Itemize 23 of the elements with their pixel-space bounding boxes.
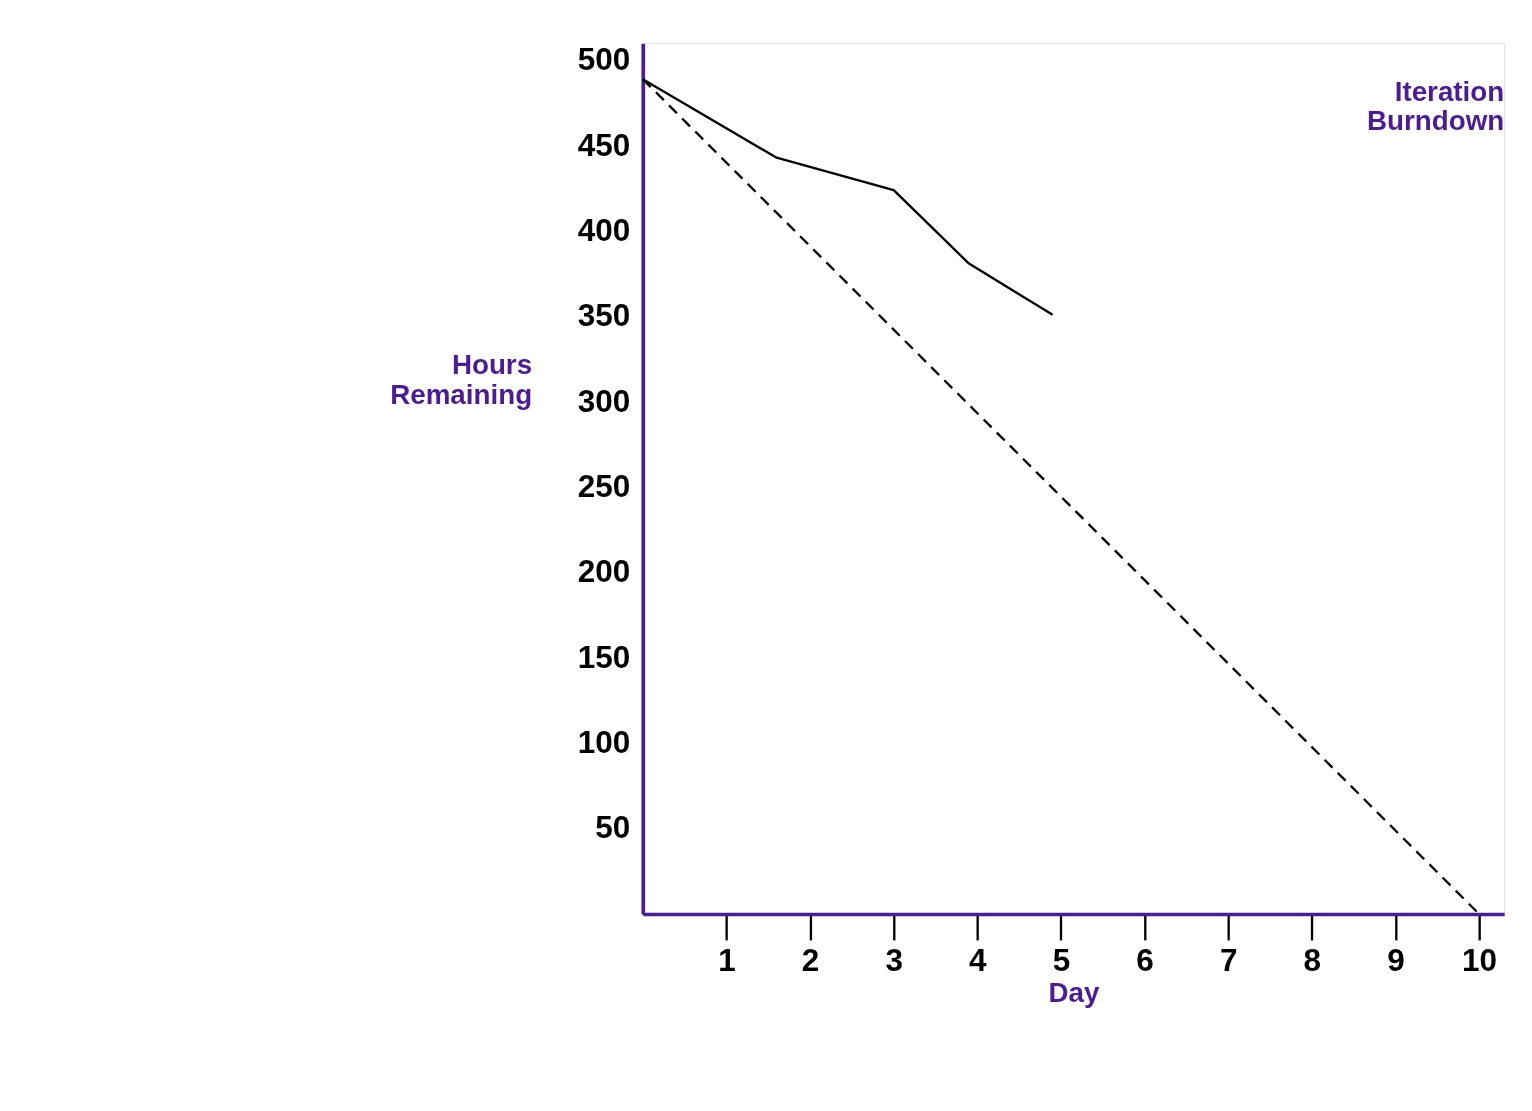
- text: Iteration Burndown: [1366, 75, 1505, 137]
- x-tick-label: 10: [1462, 941, 1498, 978]
- x-tick-label: 3: [885, 941, 903, 978]
- x-tick-label: 7: [1219, 941, 1238, 978]
- x-tick-label: 4: [969, 941, 988, 978]
- x-tick-label: 1: [718, 941, 736, 978]
- x-tick-label: 6: [1136, 941, 1154, 978]
- y-tick-label: 200: [577, 553, 631, 590]
- x-tick-label: 5: [1052, 941, 1071, 978]
- x-tick-label: 2: [801, 941, 820, 978]
- x-tick-label: 9: [1387, 941, 1405, 978]
- y-tick-label: 500: [577, 41, 631, 78]
- y-tick-label: 300: [577, 382, 631, 419]
- x-tick-label: 8: [1303, 941, 1322, 978]
- y-tick-label: 100: [577, 724, 631, 761]
- x-axis-title: Day: [1048, 976, 1100, 1008]
- y-tick-label: 250: [577, 467, 631, 504]
- y-tick-label: 400: [577, 211, 631, 248]
- y-tick-label: 50: [595, 809, 631, 846]
- y-tick-label: 350: [577, 297, 631, 334]
- y-tick-label: 450: [577, 126, 631, 163]
- y-tick-label: 150: [577, 638, 631, 675]
- y-axis-title: Hours Remaining: [390, 349, 533, 410]
